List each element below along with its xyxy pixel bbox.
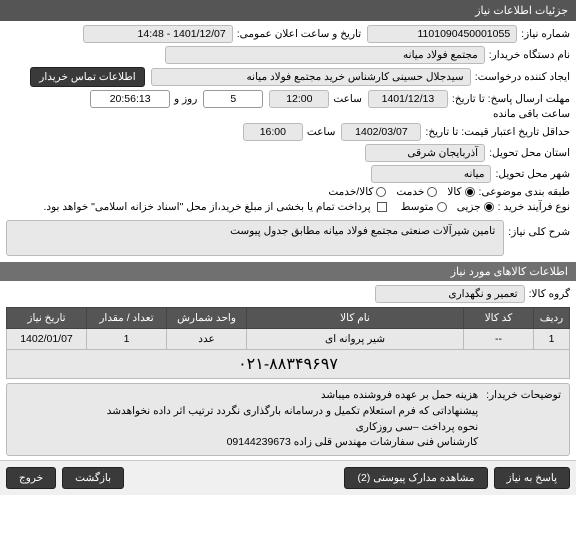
radio-both[interactable]: کالا/خدمت xyxy=(328,186,386,198)
creator-label: ایجاد کننده درخواست: xyxy=(475,71,570,83)
buyer-notes-label: توضیحات خریدار: xyxy=(486,388,561,451)
footer-bar: پاسخ به نیاز مشاهده مدارک پیوستی (2) باز… xyxy=(0,460,576,495)
pay-note: پرداخت تمام یا بخشی از مبلغ خرید،از محل … xyxy=(44,201,371,213)
attachments-button[interactable]: مشاهده مدارک پیوستی (2) xyxy=(344,467,487,489)
category-label: طبقه بندی موضوعی: xyxy=(479,186,570,198)
cell-idx: 1 xyxy=(534,329,570,350)
items-section-header: اطلاعات کالاهای مورد نیاز xyxy=(0,262,576,281)
deadline-time: 12:00 xyxy=(269,90,329,108)
buyer-notes-text: هزینه حمل بر عهده فروشنده میباشد پیشنهاد… xyxy=(15,388,478,451)
radio-motevaset[interactable]: متوسط xyxy=(401,201,447,213)
group-label: گروه کالا: xyxy=(529,288,570,300)
time-remaining: 20:56:13 xyxy=(90,90,170,108)
cell-name: شیر پروانه ای xyxy=(247,329,464,350)
radio-jozi[interactable]: جزیی xyxy=(457,201,494,213)
th-name: نام کالا xyxy=(247,308,464,329)
desc-label: شرح کلی نیاز: xyxy=(508,220,570,238)
cell-code: -- xyxy=(464,329,534,350)
buyer-label: نام دستگاه خریدار: xyxy=(489,49,570,61)
table-header-row: ردیف کد کالا نام کالا واحد شمارش تعداد /… xyxy=(7,308,570,329)
remain-suffix: ساعت باقی مانده xyxy=(493,108,570,120)
announce-value: 1401/12/07 - 14:48 xyxy=(83,25,233,43)
need-no-label: شماره نیاز: xyxy=(521,28,570,40)
saat-label-1: ساعت xyxy=(333,93,362,105)
province-label: استان محل تحویل: xyxy=(489,147,570,159)
deadline-label: مهلت ارسال پاسخ: تا تاریخ: xyxy=(452,93,570,106)
th-row: ردیف xyxy=(534,308,570,329)
category-radio-group: کالا خدمت کالا/خدمت xyxy=(328,186,474,198)
th-code: کد کالا xyxy=(464,308,534,329)
table-row-phone: ۰۲۱-۸۸۳۴۹۶۹۷ xyxy=(7,350,570,379)
cell-unit: عدد xyxy=(167,329,247,350)
radio-khadamat[interactable]: خدمت xyxy=(396,186,437,198)
group-value: تعمیر و نگهداری xyxy=(375,285,525,303)
th-unit: واحد شمارش xyxy=(167,308,247,329)
need-no-value: 1101090450001055 xyxy=(367,25,517,43)
buytype-radio-group: جزیی متوسط xyxy=(401,201,494,213)
buyer-value: مجتمع فولاد میانه xyxy=(165,46,485,64)
validity-label: حداقل تاریخ اعتبار قیمت: تا تاریخ: xyxy=(425,126,570,139)
days-remaining: 5 xyxy=(203,90,263,108)
contact-button[interactable]: اطلاعات تماس خریدار xyxy=(30,67,144,87)
radio-kala[interactable]: کالا xyxy=(447,186,474,198)
saat-label-2: ساعت xyxy=(307,126,336,138)
creator-value: سیدجلال حسینی کارشناس خرید مجتمع فولاد م… xyxy=(151,68,471,86)
th-date: تاریخ نیاز xyxy=(7,308,87,329)
rooz-label: روز و xyxy=(174,93,197,105)
th-qty: تعداد / مقدار xyxy=(87,308,167,329)
items-table: ردیف کد کالا نام کالا واحد شمارش تعداد /… xyxy=(6,307,570,379)
announce-label: تاریخ و ساعت اعلان عمومی: xyxy=(237,28,361,40)
city-value: میانه xyxy=(371,165,491,183)
table-row[interactable]: 1 -- شیر پروانه ای عدد 1 1402/01/07 xyxy=(7,329,570,350)
city-label: شهر محل تحویل: xyxy=(495,168,570,180)
province-value: آذربایجان شرقی xyxy=(365,144,485,162)
phone-overlay: ۰۲۱-۸۸۳۴۹۶۹۷ xyxy=(7,350,570,379)
reply-button[interactable]: پاسخ به نیاز xyxy=(494,467,570,489)
cell-qty: 1 xyxy=(87,329,167,350)
treasury-checkbox[interactable] xyxy=(377,202,387,212)
validity-date: 1402/03/07 xyxy=(341,123,421,141)
back-button[interactable]: بازگشت xyxy=(62,467,124,489)
buytype-label: نوع فرآیند خرید : xyxy=(498,201,570,213)
validity-time: 16:00 xyxy=(243,123,303,141)
desc-text: تامین شیرآلات صنعتی مجتمع فولاد میانه مط… xyxy=(6,220,504,256)
exit-button[interactable]: خروج xyxy=(6,467,56,489)
window-title: جزئیات اطلاعات نیاز xyxy=(0,0,576,21)
cell-date: 1402/01/07 xyxy=(7,329,87,350)
deadline-date: 1401/12/13 xyxy=(368,90,448,108)
buyer-notes-box: توضیحات خریدار: هزینه حمل بر عهده فروشند… xyxy=(6,383,570,456)
